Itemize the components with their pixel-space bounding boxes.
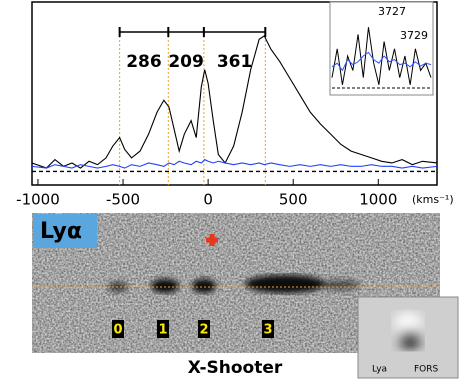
component-label: 0 (113, 323, 122, 338)
separation-label: 361 (217, 52, 253, 72)
inset-image-label: FORS (414, 365, 439, 375)
component-label: 2 (199, 323, 208, 338)
separation-label: 209 (168, 52, 204, 72)
image-label: Lyα (40, 219, 82, 244)
component-tag (112, 320, 124, 338)
x-tick-label: 500 (279, 191, 308, 209)
spectrum-line (31, 158, 438, 169)
image-panel: Lyα X-Shooter (32, 213, 459, 379)
inset-label: 3729 (400, 29, 428, 42)
x-tick-label: 1000 (359, 191, 397, 209)
spectrum-line (31, 35, 438, 169)
x-tick-label: 0 (203, 191, 213, 209)
inset-line (331, 27, 432, 85)
component-label: 1 (158, 323, 167, 338)
x-tick-label: -500 (106, 191, 140, 209)
inset-line (331, 51, 432, 72)
component-tag (262, 320, 274, 338)
inset-image-label: Lya (372, 365, 387, 375)
inset-label: 3727 (378, 5, 406, 18)
component-label: 3 (263, 323, 272, 338)
component-tag (198, 320, 210, 338)
image-title: X-Shooter (188, 358, 283, 378)
inset-frame (329, 1, 434, 96)
plot-frame (31, 1, 438, 186)
x-tick-label: -1000 (16, 191, 60, 209)
x-axis-label: (kms⁻¹) (412, 193, 454, 206)
component-tag (157, 320, 169, 338)
separation-label: 286 (126, 52, 162, 72)
